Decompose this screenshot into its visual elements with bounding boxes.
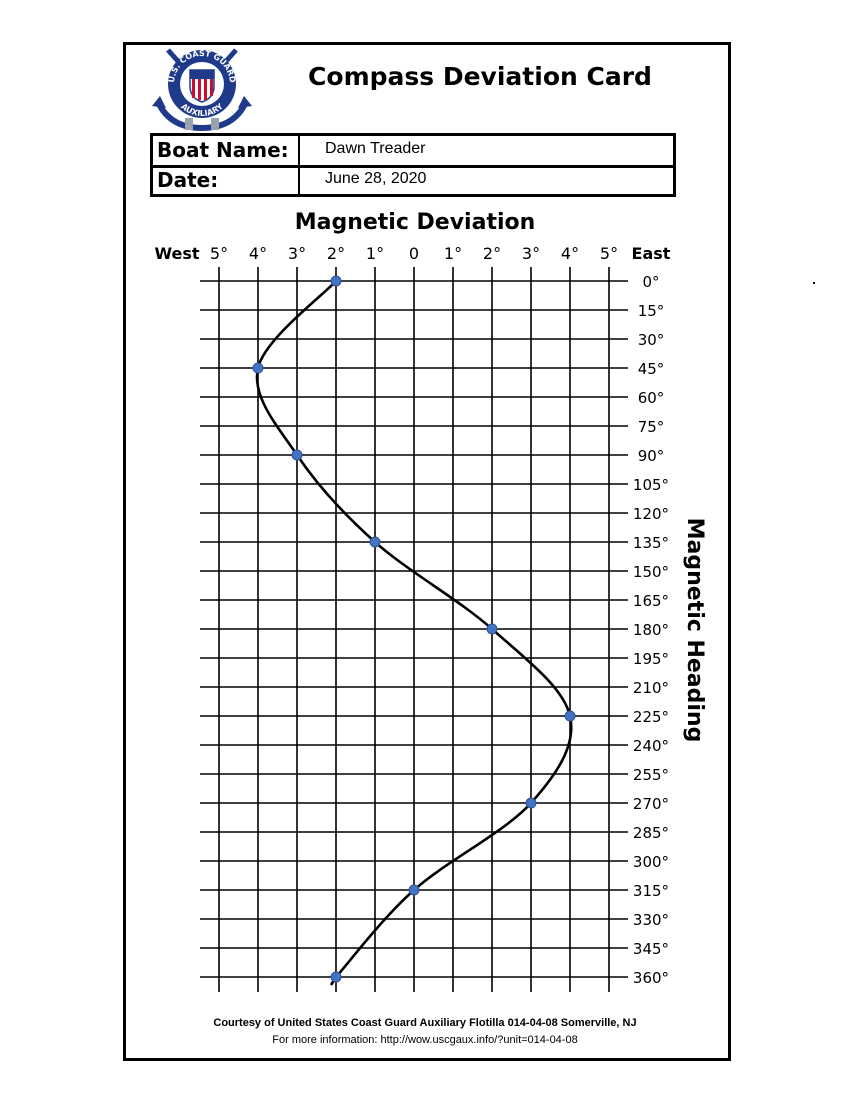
x-tick-label: 3° <box>522 244 540 263</box>
y-tick-label: 240° <box>633 737 669 755</box>
x-right-label: East <box>632 244 671 263</box>
shield-icon <box>189 69 215 103</box>
boat-name-label: Boat Name: <box>157 138 289 162</box>
y-tick-label: 315° <box>633 882 669 900</box>
x-tick-label: 2° <box>483 244 501 263</box>
x-tick-label: 0 <box>409 244 419 263</box>
y-tick-label: 225° <box>633 708 669 726</box>
y-tick-label: 30° <box>638 331 665 349</box>
deviation-point <box>330 971 342 983</box>
deviation-card <box>123 42 731 1061</box>
y-tick-label: 90° <box>638 447 665 465</box>
y-tick-label: 180° <box>633 621 669 639</box>
y-tick-label: 15° <box>638 302 665 320</box>
y-tick-label: 360° <box>633 969 669 987</box>
deviation-point <box>486 623 498 635</box>
y-tick-label: 330° <box>633 911 669 929</box>
info-divider <box>298 136 300 194</box>
date-row: Date: June 28, 2020 <box>153 166 673 195</box>
boat-name-value: Dawn Treader <box>325 140 426 157</box>
y-tick-label: 270° <box>633 795 669 813</box>
x-tick-label: 4° <box>249 244 267 263</box>
date-value: June 28, 2020 <box>325 170 427 187</box>
card-title: Compass Deviation Card <box>308 62 652 91</box>
footer-credit: Courtesy of United States Coast Guard Au… <box>213 1017 637 1029</box>
x-left-label: West <box>154 244 199 263</box>
y-tick-label: 210° <box>633 679 669 697</box>
boat-info-table: Boat Name: Dawn Treader Date: June 28, 2… <box>150 133 676 197</box>
date-label: Date: <box>157 168 219 192</box>
deviation-point <box>408 884 420 896</box>
deviation-point <box>291 449 303 461</box>
deviation-point <box>252 362 264 374</box>
y-tick-label: 150° <box>633 563 669 581</box>
y-tick-label: 60° <box>638 389 665 407</box>
x-tick-label: 4° <box>561 244 579 263</box>
footer-info-link: For more information: http://wow.uscgaux… <box>272 1034 578 1046</box>
y-tick-label: 255° <box>633 766 669 784</box>
y-tick-label: 135° <box>633 534 669 552</box>
y-tick-label: 0° <box>642 273 659 291</box>
chart-title: Magnetic Deviation <box>295 210 536 235</box>
x-tick-label: 3° <box>288 244 306 263</box>
y-tick-label: 300° <box>633 853 669 871</box>
stray-dot <box>813 282 815 284</box>
y-tick-label: 120° <box>633 505 669 523</box>
y-tick-label: 75° <box>638 418 665 436</box>
deviation-point <box>564 710 576 722</box>
deviation-point <box>369 536 381 548</box>
y-tick-label: 285° <box>633 824 669 842</box>
y-tick-label: 165° <box>633 592 669 610</box>
x-tick-label: 5° <box>600 244 618 263</box>
y-tick-label: 345° <box>633 940 669 958</box>
x-tick-label: 1° <box>366 244 384 263</box>
x-tick-label: 1° <box>444 244 462 263</box>
x-tick-label: 5° <box>210 244 228 263</box>
y-tick-label: 105° <box>633 476 669 494</box>
coast-guard-auxiliary-logo: U.S. COAST GUARD AUXILIARY <box>152 48 252 132</box>
y-tick-label: 45° <box>638 360 665 378</box>
x-tick-label: 2° <box>327 244 345 263</box>
deviation-point <box>330 275 342 287</box>
deviation-point <box>525 797 537 809</box>
boat-name-row: Boat Name: Dawn Treader <box>153 136 673 168</box>
y-axis-title: Magnetic Heading <box>682 518 707 743</box>
y-tick-label: 195° <box>633 650 669 668</box>
